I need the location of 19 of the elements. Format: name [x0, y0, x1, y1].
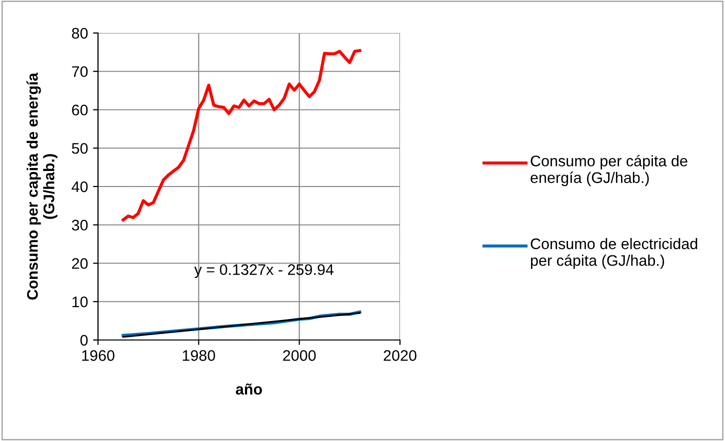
x-tick-label: 2020: [384, 350, 416, 361]
y-tick-label: 60: [72, 104, 88, 116]
legend-label: Consumo per cápita de energía (GJ/hab.): [530, 155, 688, 186]
x-tick-label: 1960: [82, 350, 114, 361]
x-tick-label: 2000: [283, 350, 316, 361]
y-tick-label: 0: [80, 334, 88, 346]
y-tick-label: 70: [72, 66, 88, 78]
annotation: y = 0.1327x - 259.94: [194, 264, 334, 278]
line-series: [122, 49, 362, 222]
y-tick-label: 30: [72, 220, 88, 231]
x-axis-title: año: [236, 383, 262, 395]
y-tick-label: 50: [72, 142, 88, 154]
y-tick-label: 40: [72, 181, 88, 192]
x-tick-label: 1980: [182, 350, 216, 361]
y-tick-label: 10: [72, 296, 88, 308]
y-tick-label: 20: [72, 258, 88, 269]
y-tick-label: 80: [72, 28, 88, 39]
legend-label: Consumo de electricidad per cápita (GJ/hab.): [530, 238, 698, 269]
y-axis-title: Consumo per capita de energía (GJ/hab.): [26, 72, 58, 300]
